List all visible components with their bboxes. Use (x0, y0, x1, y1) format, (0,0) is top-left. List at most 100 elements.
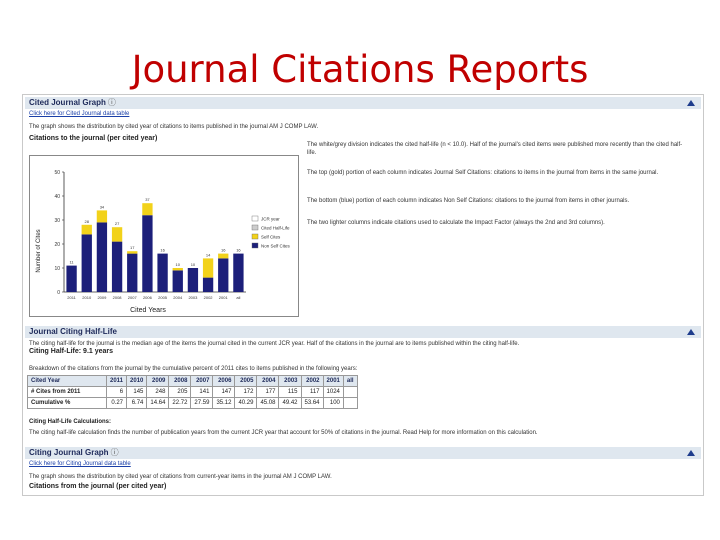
y-tick-label: 0 (57, 290, 60, 296)
header-year-cell: 2007 (190, 375, 214, 387)
cited-data-table-link[interactable]: Click here for Cited Journal data table (29, 111, 130, 117)
bar-total-label: 16 (221, 248, 226, 253)
cited-graph-title: Cited Journal Graph (29, 98, 106, 107)
bar-non-self (127, 253, 138, 292)
value-cell: 53.64 (300, 397, 324, 409)
bar-non-self (218, 258, 229, 292)
cited-graph-header[interactable]: Cited Journal Graph ⓘ (25, 97, 701, 109)
bar-total-label: 34 (100, 204, 105, 209)
bar-non-self (233, 253, 244, 292)
citing-half-life-header[interactable]: Journal Citing Half-Life (25, 326, 701, 338)
bar-non-self (202, 277, 214, 292)
bar-non-self (142, 215, 153, 292)
jcr-screenshot: Cited Journal Graph ⓘ Click here for Cite… (22, 94, 704, 496)
x-tick-label: 2007 (128, 295, 138, 300)
value-cell: 0.27 (105, 397, 128, 409)
citing-chart-label: Citations from the journal (per cited ye… (29, 483, 167, 490)
bar-non-self (111, 241, 123, 292)
header-year-cell: 2010 (126, 375, 148, 387)
y-tick-label: 20 (54, 242, 60, 248)
bar-self (142, 203, 153, 216)
value-cell: 145 (126, 386, 148, 398)
citing-half-life-value: Citing Half-Life: 9.1 years (29, 348, 114, 355)
y-tick-label: 40 (54, 194, 60, 200)
citing-graph-header[interactable]: Citing Journal Graph ⓘ (25, 447, 701, 459)
value-cell (342, 386, 358, 398)
legend-label: Non Self Cites (261, 244, 291, 249)
x-axis-label: Cited Years (130, 307, 166, 314)
x-tick-label: 2002 (204, 295, 214, 300)
value-cell: 22.72 (168, 397, 192, 409)
value-cell: 205 (168, 386, 192, 398)
collapse-arrow-icon[interactable] (687, 100, 695, 106)
bar-non-self (96, 222, 108, 292)
y-tick-label: 50 (54, 170, 60, 176)
legend-swatch (251, 224, 259, 231)
value-cell: 177 (256, 386, 280, 398)
bar-non-self (172, 270, 183, 292)
header-year-cell: 2003 (278, 375, 302, 387)
citing-half-life-text: The citing half-life for the journal is … (29, 341, 520, 347)
value-cell: 141 (190, 386, 214, 398)
x-tick-label: 2001 (219, 295, 229, 300)
bar-total-label: 28 (85, 219, 90, 224)
x-tick-label: 2005 (158, 295, 168, 300)
bar-total-label: 17 (130, 245, 135, 250)
citing-graph-title: Citing Journal Graph (29, 448, 109, 457)
value-cell: 147 (212, 386, 236, 398)
x-tick-label: 2006 (143, 295, 153, 300)
legend-label: JCR year (261, 217, 280, 222)
cited-graph-description: The graph shows the distribution by cite… (29, 124, 319, 130)
x-tick-label: 2011 (67, 295, 76, 300)
calc-label: Citing Half-Life Calculations: (29, 419, 112, 425)
value-cell (342, 397, 358, 409)
row-label-cell: Cumulative % (27, 397, 107, 409)
header-year-cell: 2008 (168, 375, 192, 387)
bar-total-label: 14 (206, 252, 211, 257)
bar-self (81, 224, 92, 235)
value-cell: 6.74 (126, 397, 148, 409)
value-cell: 27.59 (190, 397, 214, 409)
cited-bar-chart: Number of Cites Cited Years 0 10 20 30 40 50 1… (36, 170, 291, 314)
legend-swatch (251, 215, 259, 222)
collapse-arrow-icon[interactable] (687, 450, 695, 456)
x-tick-label: 2008 (113, 295, 123, 300)
cited-chart: Number of Cites Cited Years 0 10 20 30 40 50 1… (29, 155, 299, 317)
header-year-cell: 2002 (300, 375, 324, 387)
bar-self (96, 210, 108, 223)
header-year-cell: 2001 (322, 375, 344, 387)
header-year-cell: 2011 (105, 375, 128, 387)
value-cell: 115 (278, 386, 302, 398)
legend-label: Self Cites (261, 235, 281, 240)
table-header-row: Cited Year 2011 2010 2009 2008 2007 2006 2005 20… (27, 375, 358, 387)
value-cell: 6 (105, 386, 128, 398)
citing-table: Cited Year 2011 2010 2009 2008 2007 2006 2005 20… (27, 375, 358, 409)
bar-total-label: 16 (160, 248, 165, 253)
y-axis-label: Number of Cites (36, 229, 42, 272)
info-icon[interactable]: ⓘ (107, 98, 116, 107)
bar-total-label: 11 (70, 260, 75, 265)
note-half-life: The white/grey division indicates the ci… (307, 142, 683, 156)
header-year-cell: 2006 (212, 375, 236, 387)
bar-non-self (187, 268, 199, 292)
collapse-arrow-icon[interactable] (687, 329, 695, 335)
note-impact-factor: The two lighter columns indicate citatio… (307, 220, 605, 226)
value-cell: 1024 (322, 386, 344, 398)
citing-graph-description: The graph shows the distribution by cite… (29, 474, 332, 480)
legend-swatch (251, 242, 259, 249)
value-cell: 172 (234, 386, 258, 398)
bar-non-self (157, 253, 168, 292)
citing-data-table-link[interactable]: Click here for Citing Journal data table (29, 461, 131, 467)
bar-total-label: 37 (145, 197, 150, 202)
bar-total-label: 27 (115, 221, 120, 226)
x-tick-label: 2009 (97, 295, 107, 300)
x-tick-label: 2003 (188, 295, 198, 300)
table-row: # Cites from 2011 6 145 248 205 141 147 172 177 1… (27, 386, 358, 398)
note-non-self-cites: The bottom (blue) portion of each column… (307, 198, 630, 204)
x-tick-label: 2010 (82, 295, 92, 300)
header-label-cell: Cited Year (27, 375, 107, 387)
bar-total-label: 10 (191, 262, 196, 267)
breakdown-text: Breakdown of the citations from the jour… (29, 366, 358, 372)
info-icon[interactable]: ⓘ (110, 448, 119, 457)
bar-self (111, 227, 123, 242)
